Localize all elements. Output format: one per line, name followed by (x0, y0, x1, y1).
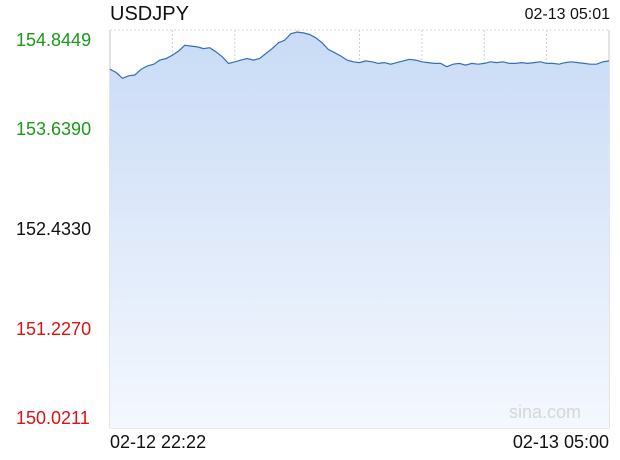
price-area-fill (110, 32, 609, 428)
chart-title: USDJPY (110, 3, 189, 25)
y-tick-label: 154.8449 (16, 30, 92, 50)
x-tick-label: 02-12 22:22 (110, 432, 207, 452)
price-line (109, 31, 610, 79)
y-tick-label: 151.2270 (16, 318, 92, 339)
y-tick-label: 152.4330 (16, 219, 92, 239)
y-tick-label: 150.0211 (16, 408, 90, 428)
y-tick-label: 153.6390 (16, 119, 92, 140)
watermark: sina.com (509, 402, 581, 422)
x-tick-label: 02-13 05:00 (512, 432, 609, 452)
last-update-time: 02-13 05:01 (524, 6, 610, 23)
area-layer (109, 31, 610, 428)
